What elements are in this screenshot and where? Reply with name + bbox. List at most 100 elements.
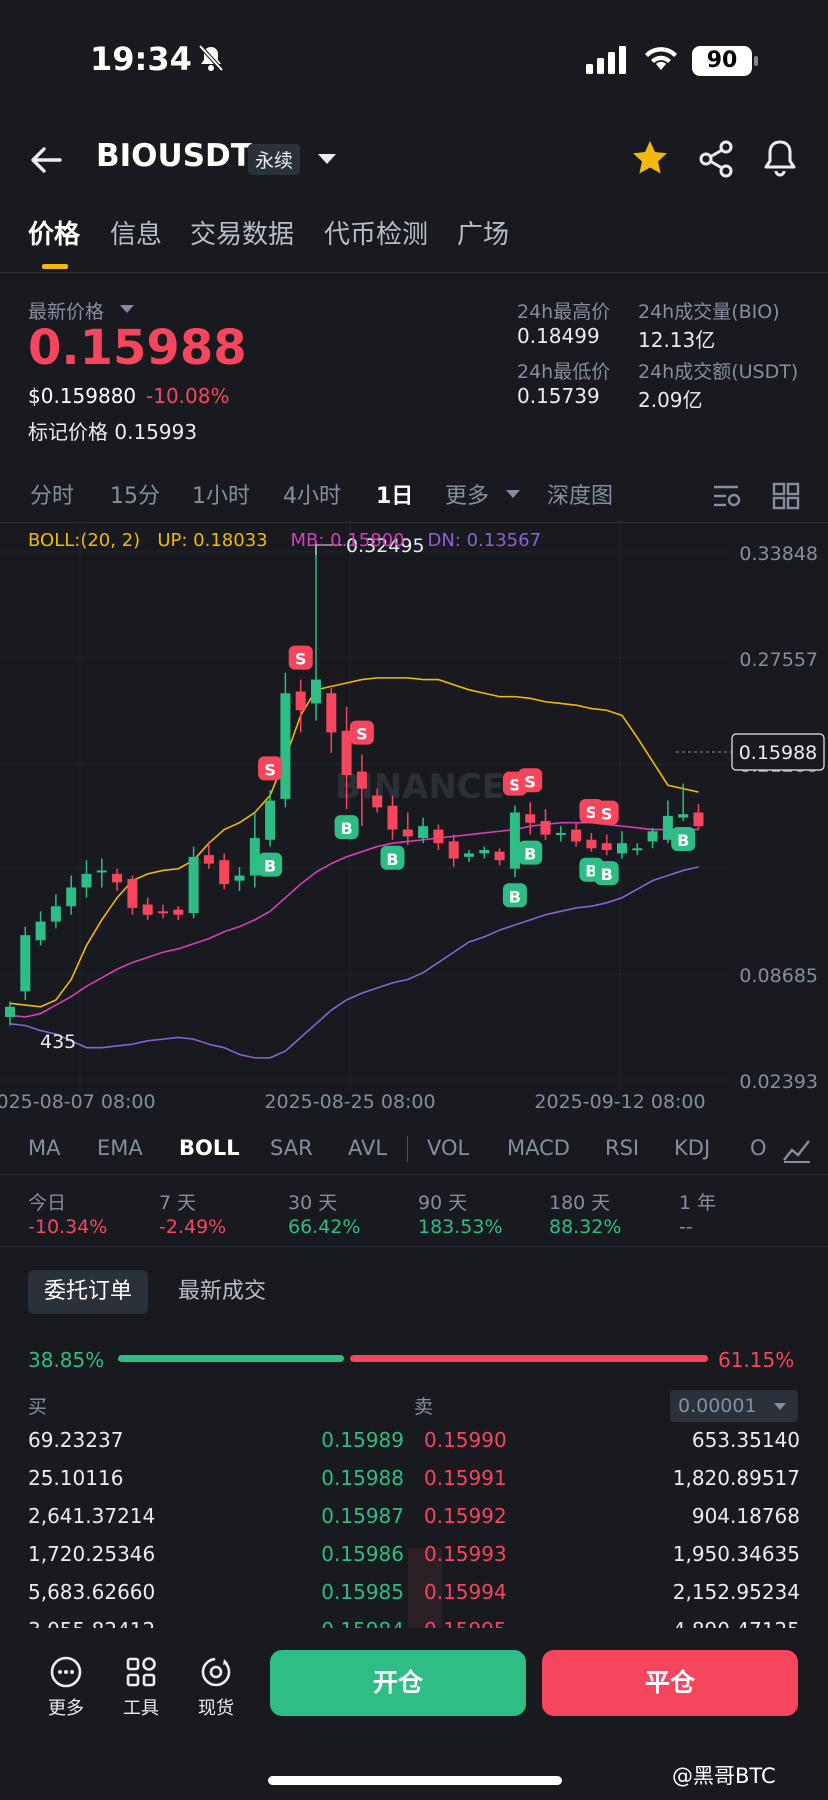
indicator-rsi[interactable]: RSI [605,1136,640,1160]
tab-square[interactable]: 广场 [457,220,510,250]
y-tick-label: 0.02393 [739,1071,818,1093]
order-book-row[interactable]: 25.10116 0.15988 0.15991 1,820.89517 [0,1466,828,1504]
favorite-star-icon[interactable] [630,138,670,178]
order-book-rows: 69.23237 0.15989 0.15990 653.35140 25.10… [0,1428,828,1628]
buy-signal-marker [502,883,527,908]
candle-body [525,814,536,823]
last-price-dropdown-icon[interactable] [120,305,134,313]
candle-body [311,679,321,704]
x-tick-label: 2025-08-25 08:00 [264,1091,435,1110]
indicator-ma[interactable]: MA [28,1136,61,1160]
tab-order-book[interactable]: 委托订单 [28,1270,149,1314]
tab-recent-trades[interactable]: 最新成交 [178,1279,267,1304]
indicator-sar[interactable]: SAR [270,1136,313,1160]
indicator-ema[interactable]: EMA [97,1136,143,1160]
last-price-label[interactable]: 最新价格 [28,301,105,323]
candle-body [234,875,245,881]
buy-column-header: 买 [28,1396,48,1418]
home-indicator[interactable] [268,1776,562,1785]
candle-body [356,771,367,789]
candlestick-chart[interactable]: 0.338480.275570.212660.086850.023932025-… [0,520,828,1110]
symbol-title[interactable]: BIOUSDT [96,138,252,174]
perf-value: -- [679,1216,693,1238]
order-book-row[interactable]: 2,641.37214 0.15987 0.15992 904.18768 [0,1504,828,1542]
order-book-row[interactable]: 69.23237 0.15989 0.15990 653.35140 [0,1428,828,1466]
indicator-vol[interactable]: VOL [427,1136,470,1160]
candle-body [693,812,704,827]
candle-body [265,800,276,840]
candle-body [20,935,31,992]
active-tab-indicator [42,264,68,269]
tab-trading-data[interactable]: 交易数据 [190,220,295,250]
buy-ratio: 38.85% [28,1348,105,1372]
mark-price-row: 标记价格 0.15993 [28,416,197,445]
order-book-row[interactable]: 1,720.25346 0.15986 0.15993 1,950.34635 [0,1542,828,1580]
interval-4h[interactable]: 4小时 [283,484,341,509]
signal-letter: S [295,650,307,669]
bid-price: 0.15988 [321,1466,404,1490]
more-dropdown-icon[interactable] [506,490,520,498]
back-arrow-icon[interactable] [28,142,64,178]
precision-select[interactable]: 0.00001 [670,1390,798,1422]
boll-legend: BOLL:(20, 2) UP: 0.18033 MB: 0.15800 DN:… [28,530,541,551]
chart-settings-icon[interactable] [712,482,742,510]
candle-body [203,855,214,864]
symbol-dropdown-icon[interactable] [318,154,336,164]
high-24h-label: 24h最高价 [517,301,611,323]
share-icon[interactable] [698,140,734,178]
perf-label: 30 天 [288,1192,338,1214]
tab-info[interactable]: 信息 [110,220,163,250]
interval-15m[interactable]: 15分 [110,484,160,509]
performance-row: 今日 -10.34% 7 天 -2.49% 30 天 66.42% 90 天 1… [0,1188,828,1248]
sell-ratio-bar [350,1355,708,1362]
interval-1d[interactable]: 1日 [376,484,414,509]
boll-dn: DN: 0.13567 [427,530,542,551]
ask-price: 0.15991 [424,1466,507,1490]
high-24h: 0.18499 [517,324,600,348]
interval-line[interactable]: 分时 [30,484,75,509]
sell-column-header: 卖 [414,1396,434,1418]
indicator-kdj[interactable]: KDJ [674,1136,711,1160]
layout-grid-icon[interactable] [772,482,800,510]
tab-token-check[interactable]: 代币检测 [324,220,429,250]
wifi-icon [645,47,677,70]
watermark-text: @黑哥BTC [672,1764,776,1788]
order-book-row[interactable]: 3,055.82412 0.15984 0.15995 4,890.47125 [0,1618,828,1628]
candle-body [35,921,46,941]
candle-body [555,832,566,835]
more-label: 更多 [48,1698,84,1719]
usd-price: $0.159880 [28,384,137,408]
buy-signal-marker [258,852,283,877]
signal-letter: B [509,887,521,906]
candle-body [249,838,260,876]
boll-upper-line [9,677,699,1008]
ask-qty: 1,820.89517 [672,1466,800,1490]
candle-body [158,911,168,914]
tab-price[interactable]: 价格 [28,220,81,250]
perf-label: 90 天 [418,1192,468,1214]
interval-bar: 分时 15分 1小时 4小时 1日 更多 深度图 [0,478,828,518]
candle-body [326,693,337,733]
perf-label: 1 年 [679,1192,717,1214]
candle-body [601,843,612,850]
bid-price: 0.15987 [321,1504,404,1528]
indicator-settings-icon[interactable] [782,1136,812,1164]
chevron-down-icon [774,1403,786,1410]
indicator-boll[interactable]: BOLL [179,1136,240,1160]
order-book-row[interactable]: 5,683.62660 0.15985 0.15994 2,152.95234 [0,1580,828,1618]
open-position-button[interactable]: 开仓 [270,1650,526,1716]
ask-qty: 4,890.47125 [673,1618,800,1628]
notification-bell-icon[interactable] [762,138,798,178]
indicator-more[interactable]: O [750,1136,767,1160]
ask-qty: 904.18768 [691,1504,800,1528]
indicator-avl[interactable]: AVL [348,1136,388,1160]
buy-signal-marker [380,845,405,870]
candle-body [433,829,444,844]
candle-body [5,1006,15,1017]
indicator-macd[interactable]: MACD [507,1136,570,1160]
bid-qty: 2,641.37214 [28,1504,156,1528]
interval-more[interactable]: 更多 [445,484,490,509]
interval-depth[interactable]: 深度图 [547,484,614,509]
interval-1h[interactable]: 1小时 [192,484,250,509]
close-position-button[interactable]: 平仓 [542,1650,798,1716]
